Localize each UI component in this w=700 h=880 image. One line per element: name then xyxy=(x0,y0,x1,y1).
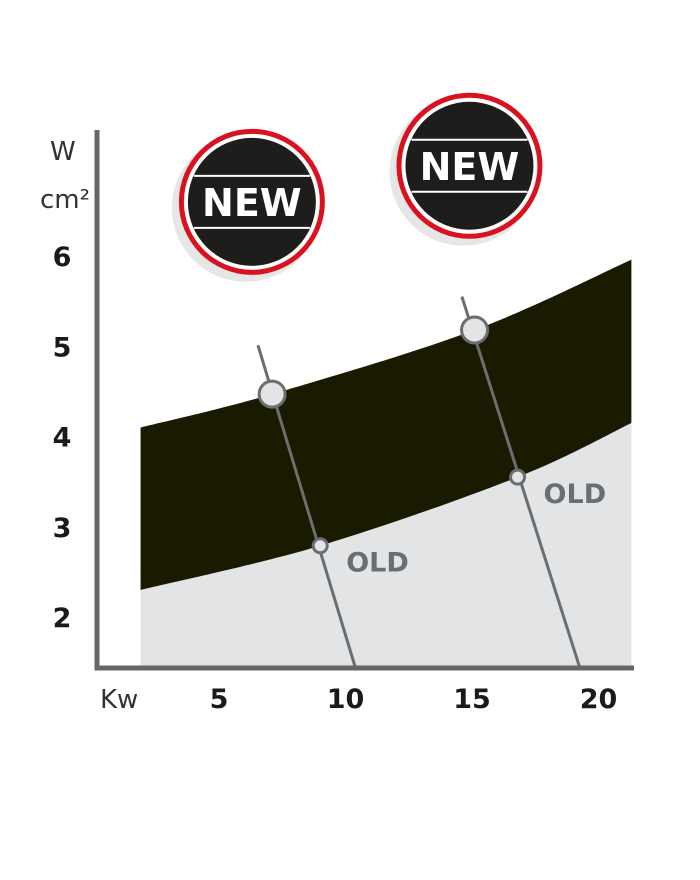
badge-disc xyxy=(405,101,534,230)
x-tick-label: 10 xyxy=(327,684,365,715)
y-tick-label: 4 xyxy=(53,423,72,454)
badge-label: NEW xyxy=(202,181,302,225)
y-tick-label: 6 xyxy=(53,242,72,273)
y-tick-label: 5 xyxy=(53,332,72,363)
new-old-band xyxy=(140,259,632,590)
x-unit-kw: Kw xyxy=(100,685,138,715)
x-tick-label: 20 xyxy=(580,684,618,715)
y-unit-cm2: cm² xyxy=(40,185,90,215)
x-tick-label: 5 xyxy=(210,684,229,715)
old-point xyxy=(311,537,329,555)
new-badge: NEW xyxy=(171,128,325,282)
new-point xyxy=(257,379,287,409)
y-tick-label: 2 xyxy=(53,603,72,634)
y-unit-w: W xyxy=(50,137,76,167)
old-point xyxy=(509,468,527,486)
below-band-area xyxy=(140,422,632,669)
old-label: OLD xyxy=(544,479,607,510)
new-point xyxy=(460,315,490,345)
badge-label: NEW xyxy=(420,145,520,189)
badge-disc xyxy=(187,137,316,266)
y-tick-label: 3 xyxy=(53,513,72,544)
x-tick-label: 15 xyxy=(453,684,491,715)
old-label: OLD xyxy=(346,548,409,579)
new-badge: NEW xyxy=(389,92,543,246)
